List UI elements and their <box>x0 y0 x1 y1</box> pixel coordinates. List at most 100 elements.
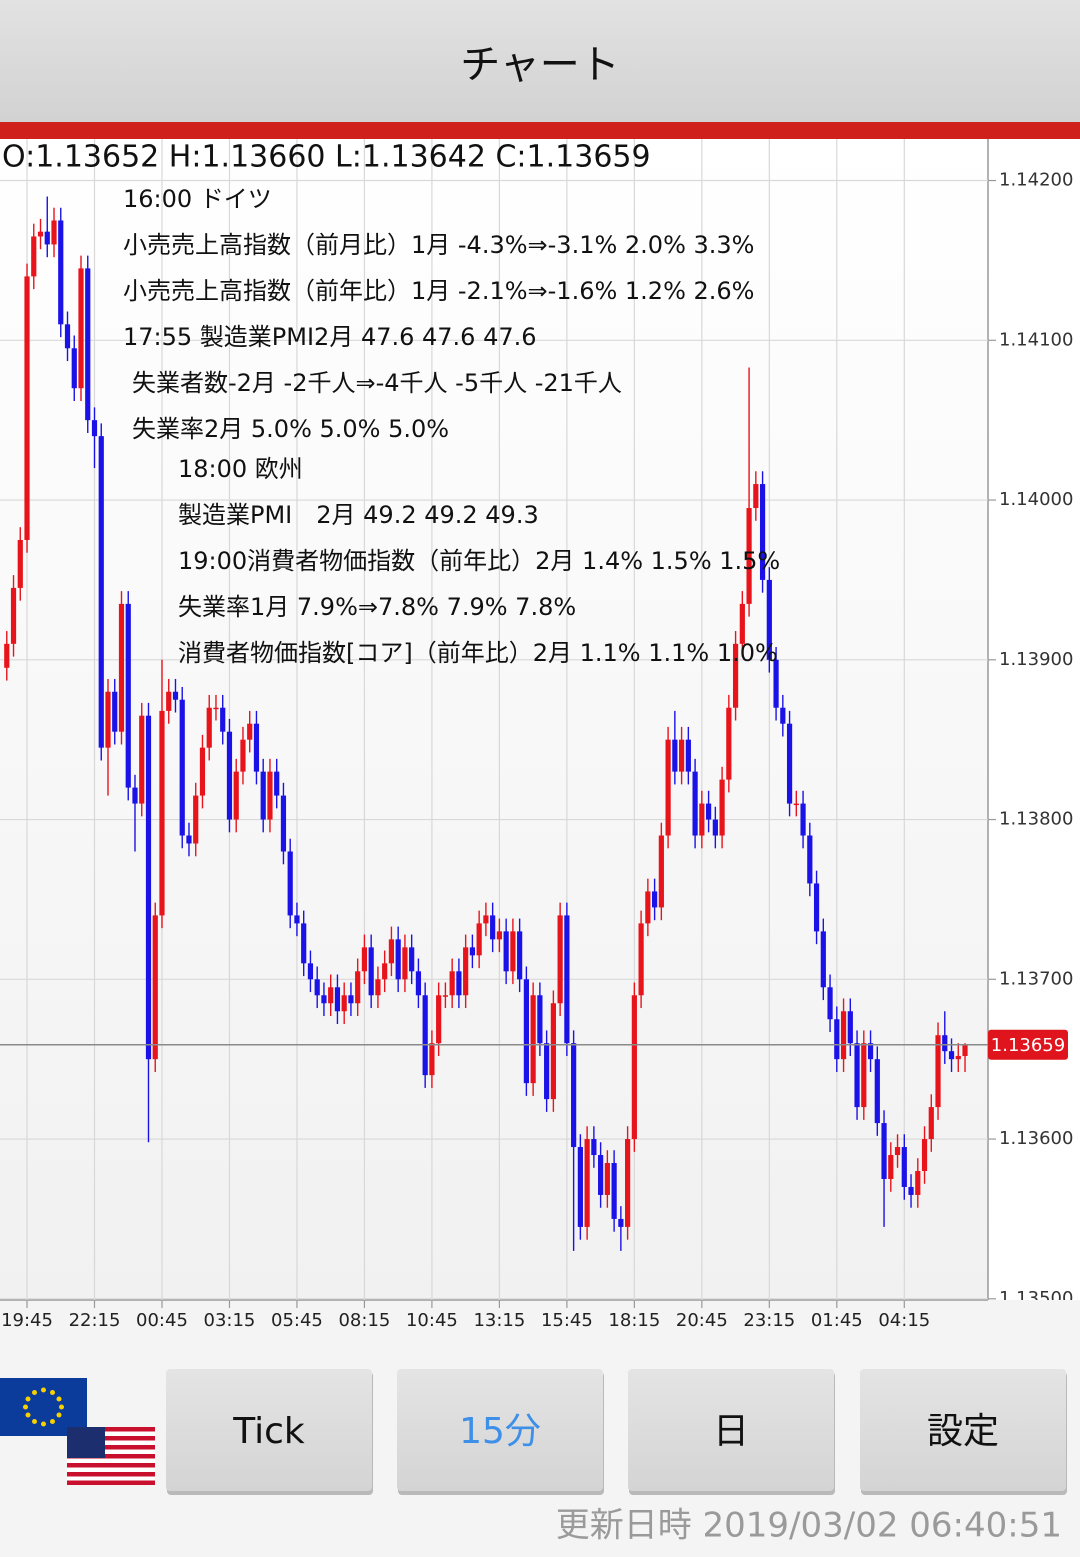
x-tick-label: 10:45 <box>406 1310 458 1331</box>
candle-body <box>807 835 813 884</box>
candle-body <box>166 691 172 711</box>
candle-body <box>584 1139 590 1227</box>
button-face[interactable] <box>166 1369 372 1491</box>
candle-body <box>112 691 118 732</box>
axis-area <box>988 139 1080 1300</box>
candle-body <box>139 715 145 804</box>
candle-body <box>193 795 199 844</box>
event-note: 失業率1月 7.9%⇒7.8% 7.9% 7.8% <box>178 593 576 621</box>
price-badge-label: 1.13659 <box>991 1035 1065 1056</box>
candle-body <box>442 995 449 997</box>
candle-body <box>213 707 219 710</box>
candle-body <box>550 1003 556 1100</box>
candle-body <box>64 324 71 349</box>
candle-body <box>172 691 179 700</box>
header-bar <box>0 0 1080 122</box>
price-badge <box>988 1029 1068 1060</box>
candle-body <box>800 803 806 836</box>
candle-body <box>820 931 826 988</box>
candle-body <box>152 915 158 1060</box>
candle-body <box>328 987 334 1004</box>
x-tick-label: 22:15 <box>69 1310 121 1331</box>
candle-body <box>773 659 779 708</box>
candle-body <box>867 1043 874 1060</box>
button-face[interactable] <box>397 1369 603 1491</box>
candle-body <box>942 1035 948 1052</box>
candle-body <box>307 963 314 980</box>
button-face[interactable] <box>860 1369 1066 1491</box>
button-label[interactable]: 設定 <box>927 1411 999 1452</box>
candle-body <box>908 1186 914 1195</box>
header-title: チャート <box>460 42 620 88</box>
x-axis: 19:45 22:15 00:45 03:15 05:45 08:15 10:45 13:15… <box>1 1300 930 1331</box>
candle-body <box>692 771 698 836</box>
candle-body <box>699 803 705 836</box>
candle-body <box>537 995 543 1044</box>
candle-body <box>314 979 320 996</box>
candle-body <box>301 923 307 964</box>
currency-flags[interactable] <box>0 1378 155 1485</box>
button-label[interactable]: Tick <box>232 1411 305 1452</box>
candle-body <box>240 739 246 772</box>
candle-body <box>786 723 793 804</box>
candle-body <box>726 707 732 780</box>
candle-body <box>847 1011 853 1044</box>
candle-body <box>91 420 98 437</box>
candle-body <box>247 723 253 740</box>
candle-body <box>436 995 442 1044</box>
candle-body <box>888 1155 894 1179</box>
candle-body <box>625 1139 631 1227</box>
candle-body <box>24 276 30 540</box>
eu-stars <box>23 1387 64 1427</box>
candle-body <box>348 995 354 1004</box>
candle-body <box>85 268 91 421</box>
candle-body <box>793 803 799 806</box>
candle-body <box>732 643 739 708</box>
candle-body <box>220 707 226 732</box>
candle-body <box>753 484 759 509</box>
y-axis: 1.14200 1.14100 1.14000 1.13900 1.13800 1.137… <box>988 170 1073 1309</box>
candle-body <box>544 1043 550 1100</box>
candle-body <box>618 1218 624 1227</box>
candle-body <box>4 643 10 668</box>
accent-bar <box>0 122 1080 139</box>
candle-body <box>813 883 820 932</box>
interval-button[interactable]: 15分 <box>397 1369 604 1495</box>
x-tick-label: 23:15 <box>743 1310 795 1331</box>
candle-body <box>409 947 415 972</box>
candle-body <box>361 947 368 972</box>
candle-body <box>948 1051 955 1060</box>
candle-body <box>766 579 772 660</box>
button-label[interactable]: 日 <box>713 1411 749 1452</box>
button-label[interactable]: 15分 <box>459 1411 541 1452</box>
candle-body <box>260 771 266 820</box>
candle-body <box>510 931 516 972</box>
interval-buttons: Tick 15分 日 設定 <box>166 1369 1067 1495</box>
candle-body <box>10 587 17 644</box>
x-tick-label: 00:45 <box>136 1310 188 1331</box>
candle-body <box>186 835 192 844</box>
candle-body <box>631 995 637 1140</box>
interval-button[interactable]: 日 <box>628 1369 835 1495</box>
candle-body <box>496 931 502 940</box>
candle-body <box>665 739 671 836</box>
plot-area <box>0 139 988 1300</box>
x-tick-label: 19:45 <box>1 1310 53 1331</box>
update-time: 更新日時 2019/03/02 06:40:51 <box>556 1506 1062 1546</box>
event-note: 18:00 欧州 <box>178 455 303 483</box>
interval-button[interactable]: Tick <box>166 1369 373 1495</box>
candle-body <box>517 931 523 980</box>
y-tick-label: 1.14100 <box>999 329 1073 350</box>
button-face[interactable] <box>628 1369 834 1491</box>
candle-body <box>685 739 691 772</box>
us-canton <box>67 1427 105 1458</box>
interval-button[interactable]: 設定 <box>860 1369 1067 1495</box>
candle-body <box>368 947 374 996</box>
event-note: 製造業PMI 2月 49.2 49.2 49.3 <box>178 501 539 529</box>
y-tick-label: 1.13500 <box>999 1288 1073 1309</box>
candle-body <box>604 1163 610 1195</box>
candle-body <box>861 1043 867 1108</box>
